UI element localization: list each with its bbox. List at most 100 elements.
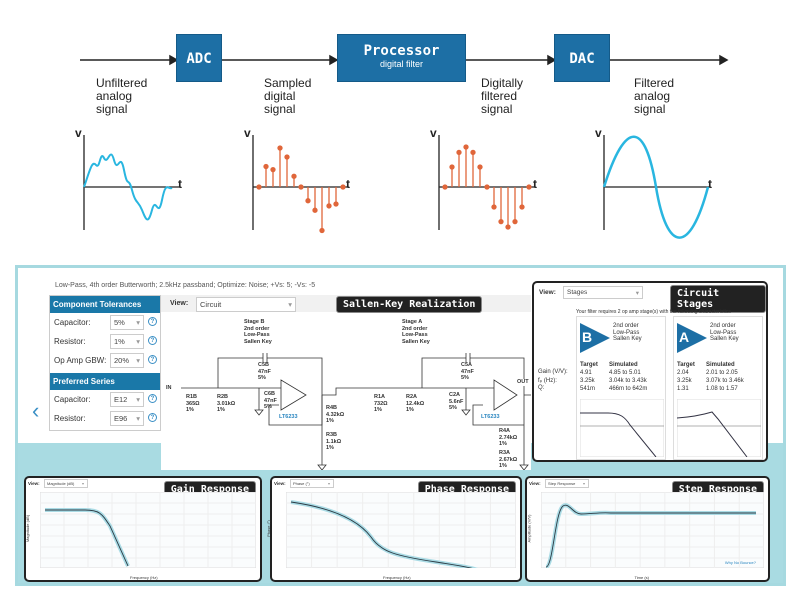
- help-icon[interactable]: ?: [148, 394, 157, 403]
- r2b: R2B 3.01kΩ 1%: [217, 394, 236, 413]
- view-label: View:: [274, 481, 286, 486]
- resistor-tol-label: Resistor:: [54, 337, 86, 346]
- series-header: Preferred Series: [50, 373, 160, 390]
- sample-dot: [270, 166, 276, 173]
- sim-q: 466m to 642m: [609, 386, 648, 392]
- axis-v: v: [244, 126, 251, 140]
- help-icon[interactable]: ?: [148, 317, 157, 326]
- opamp-b[interactable]: LT6233: [279, 414, 298, 420]
- stage-a-letter: A: [679, 329, 690, 345]
- prev-arrow[interactable]: ‹: [32, 398, 40, 423]
- capacitor-tol-select[interactable]: 5%: [110, 315, 144, 330]
- col-sim: Simulated: [706, 362, 735, 368]
- processor-label: Processor: [363, 43, 440, 59]
- stage-b-letter: B: [582, 329, 593, 345]
- y-axis-label: Magnitude (dB): [25, 514, 31, 543]
- sample-dot: [305, 198, 311, 204]
- chart-line: [290, 501, 473, 568]
- sample-dot: [512, 218, 518, 225]
- signal-label: Unfiltered analog signal: [96, 76, 148, 116]
- x-axis-label: Frequency (Hz): [383, 575, 411, 580]
- capacitor-tol-label: Capacitor:: [54, 318, 91, 327]
- circuit-view: View: Circuit Sallen-Key Realization IN …: [161, 295, 531, 470]
- r4a: R4A 2.74kΩ 1%: [499, 428, 518, 447]
- col-target: Target: [677, 362, 695, 368]
- opamp-a[interactable]: LT6233: [481, 414, 500, 420]
- circuit-tag: Sallen-Key Realization: [336, 296, 483, 313]
- sample-dot: [263, 163, 269, 170]
- row-label-q: Q:: [538, 385, 545, 391]
- chart-plot: [40, 492, 256, 568]
- target-fp: 3.25k: [677, 378, 692, 384]
- chart-card-0: View: Magnitude (dB) Gain Response Frequ…: [24, 476, 262, 582]
- gbw-tol-select[interactable]: 20%: [110, 353, 144, 368]
- stage-b-plot: [580, 399, 664, 457]
- axis-t: t: [708, 177, 712, 191]
- gbw-tol-label: Op Amp GBW:: [54, 356, 107, 365]
- circuit-view-select[interactable]: Circuit: [196, 297, 296, 312]
- stage-b-desc: 2nd order Low-Pass Sallen Key: [613, 323, 642, 342]
- sim-q: 1.08 to 1.57: [706, 386, 738, 392]
- chart-view-select[interactable]: Magnitude (dB): [44, 479, 88, 488]
- resistor-tol-select[interactable]: 1%: [110, 334, 144, 349]
- view-label: View:: [28, 481, 40, 486]
- stage-a-card[interactable]: A 2nd order Low-Pass Sallen Key Target S…: [673, 316, 763, 460]
- stage-b-card[interactable]: B 2nd order Low-Pass Sallen Key Target S…: [576, 316, 666, 460]
- sim-fp: 3.04k to 3.43k: [609, 378, 647, 384]
- target-gain: 2.04: [677, 370, 689, 376]
- row-label-gain: Gain (V/V):: [538, 369, 568, 375]
- chart-card-2: View: Step Response Step Response Time (…: [525, 476, 770, 582]
- stage-a-label: Stage A 2nd order Low-Pass Sallen Key: [402, 319, 430, 345]
- out-label: OUT: [517, 379, 529, 386]
- sample-dot: [442, 184, 448, 190]
- view-label: View:: [170, 300, 189, 307]
- axis-t: t: [533, 177, 537, 191]
- schematic: [181, 353, 531, 470]
- capacitor-series-select[interactable]: E12: [110, 392, 144, 407]
- r4b: R4B 4.32kΩ 1%: [326, 405, 345, 424]
- help-icon[interactable]: ?: [148, 355, 157, 364]
- sample-dot: [291, 173, 297, 179]
- signal-label: Filtered analog signal: [634, 76, 675, 116]
- y-axis-label: Phase (°): [265, 520, 271, 537]
- c5a: C5A 47nF 5%: [461, 362, 474, 381]
- chart-plot: [286, 492, 516, 568]
- r3a: R3A 2.67kΩ 1%: [499, 450, 518, 469]
- sample-dot: [319, 227, 325, 234]
- chart-line: [545, 504, 756, 568]
- chart-view-select[interactable]: Step Response: [545, 479, 589, 488]
- stages-tag: Circuit Stages: [670, 285, 766, 313]
- sample-dot: [277, 145, 283, 151]
- stages-intro: Your filter requires 2 op amp stage(s) w…: [576, 309, 731, 315]
- sample-dot: [312, 207, 318, 213]
- sample-dot: [498, 218, 504, 225]
- sample-dot: [256, 184, 262, 190]
- row-label-fp: fₚ (Hz):: [538, 378, 557, 384]
- c5b: C5B 47nF 5%: [258, 362, 271, 381]
- view-label: View:: [529, 481, 541, 486]
- sample-dot: [477, 164, 483, 170]
- help-icon[interactable]: ?: [148, 336, 157, 345]
- filter-summary: Low-Pass, 4th order Butterworth; 2.5kHz …: [55, 282, 316, 289]
- target-q: 541m: [580, 386, 596, 392]
- sim-fp: 3.07k to 3.46k: [706, 378, 744, 384]
- sample-dot: [505, 224, 511, 230]
- col-target: Target: [580, 362, 598, 368]
- resistor-series-select[interactable]: E96: [110, 411, 144, 426]
- sample-dot: [340, 184, 346, 190]
- help-icon[interactable]: ?: [148, 413, 157, 422]
- sample-dot: [484, 184, 490, 190]
- axis-t: t: [178, 177, 182, 191]
- target-q: 1.31: [677, 386, 689, 392]
- stage-a-desc: 2nd order Low-Pass Sallen Key: [710, 323, 739, 342]
- chart-view-select[interactable]: Phase (°): [290, 479, 334, 488]
- tolerances-header: Component Tolerances: [50, 296, 160, 313]
- stages-view-select[interactable]: Stages: [563, 286, 643, 299]
- x-axis-label: Frequency (Hz): [130, 575, 158, 580]
- resistor-series-label: Resistor:: [54, 414, 86, 423]
- why-no-bounce-link[interactable]: Why No Bounce?: [724, 560, 756, 565]
- col-sim: Simulated: [609, 362, 638, 368]
- in-label: IN: [166, 385, 172, 391]
- capacitor-series-label: Capacitor:: [54, 395, 91, 404]
- sample-dot: [526, 184, 532, 190]
